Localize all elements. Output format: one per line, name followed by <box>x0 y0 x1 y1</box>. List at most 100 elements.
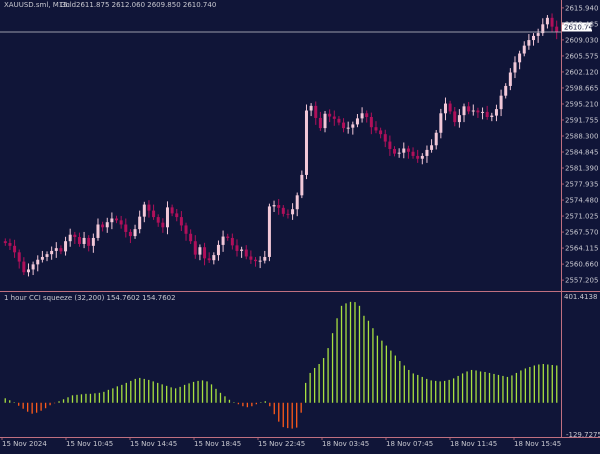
candle[interactable] <box>532 33 536 46</box>
candle[interactable] <box>230 233 234 250</box>
candle[interactable] <box>513 56 517 79</box>
candle[interactable] <box>374 121 378 134</box>
candle[interactable] <box>221 230 225 252</box>
candle[interactable] <box>481 107 485 120</box>
candle[interactable] <box>471 104 475 116</box>
candle[interactable] <box>40 250 44 263</box>
time-axis[interactable]: 15 Nov 2024 15 Nov 10:45 15 Nov 14:45 15 No… <box>1 437 561 448</box>
candle[interactable] <box>494 104 498 122</box>
candle[interactable] <box>142 201 146 223</box>
candle[interactable] <box>443 97 447 121</box>
candle[interactable] <box>337 116 341 126</box>
candle[interactable] <box>518 50 522 70</box>
candle[interactable] <box>138 210 142 234</box>
candle[interactable] <box>462 103 466 123</box>
candle[interactable] <box>402 142 406 159</box>
candle[interactable] <box>175 208 179 222</box>
candle[interactable] <box>184 222 188 241</box>
candle[interactable] <box>22 257 26 276</box>
candle[interactable] <box>393 146 397 157</box>
candle[interactable] <box>522 41 526 57</box>
candle[interactable] <box>235 239 239 257</box>
candle[interactable] <box>476 107 480 118</box>
candle[interactable] <box>36 255 40 272</box>
candle[interactable] <box>536 28 540 43</box>
candle[interactable] <box>189 229 193 244</box>
candle[interactable] <box>555 20 559 40</box>
candle[interactable] <box>527 34 531 50</box>
candle[interactable] <box>485 105 489 120</box>
candle[interactable] <box>277 199 281 215</box>
candle[interactable] <box>258 256 262 269</box>
candle[interactable] <box>411 147 415 159</box>
candle[interactable] <box>152 204 156 220</box>
candle[interactable] <box>165 201 169 235</box>
candle[interactable] <box>467 101 471 115</box>
candle[interactable] <box>91 233 95 253</box>
candle[interactable] <box>240 246 244 258</box>
candle[interactable] <box>351 121 355 135</box>
candle[interactable] <box>425 145 429 163</box>
candle[interactable] <box>110 212 114 230</box>
candle[interactable] <box>416 149 420 163</box>
candle[interactable] <box>207 252 211 263</box>
candle[interactable] <box>490 112 494 122</box>
candle[interactable] <box>504 83 508 99</box>
candle[interactable] <box>406 145 410 159</box>
candle[interactable] <box>45 251 49 262</box>
candle[interactable] <box>541 18 545 36</box>
candle[interactable] <box>332 110 336 126</box>
candle[interactable] <box>295 192 299 217</box>
candle[interactable] <box>388 135 392 156</box>
price-axis[interactable]: 2615.940 2612.485 2609.030 2605.575 2602.120… <box>561 4 598 285</box>
candle[interactable] <box>3 238 7 246</box>
candle[interactable] <box>73 231 77 244</box>
candle[interactable] <box>133 224 137 239</box>
candle[interactable] <box>254 256 258 267</box>
candle[interactable] <box>545 15 549 29</box>
candle[interactable] <box>31 261 35 276</box>
candle[interactable] <box>499 89 503 117</box>
candle[interactable] <box>124 218 128 238</box>
candle[interactable] <box>383 129 387 148</box>
candle[interactable] <box>328 109 332 123</box>
candle[interactable] <box>272 200 276 212</box>
candle[interactable] <box>212 252 216 265</box>
candle[interactable] <box>286 209 290 219</box>
candle[interactable] <box>439 108 443 139</box>
candle[interactable] <box>434 129 438 150</box>
candle[interactable] <box>267 203 271 262</box>
candle[interactable] <box>170 204 174 217</box>
candle[interactable] <box>314 101 318 125</box>
candle[interactable] <box>119 215 123 229</box>
candle[interactable] <box>448 100 452 115</box>
candle[interactable] <box>379 127 383 139</box>
candle[interactable] <box>309 103 313 117</box>
candle[interactable] <box>198 244 202 261</box>
candle[interactable] <box>128 229 132 244</box>
candle[interactable] <box>430 139 434 153</box>
candle[interactable] <box>77 232 81 247</box>
candle[interactable] <box>115 215 119 224</box>
candle[interactable] <box>87 235 91 252</box>
candle[interactable] <box>550 13 554 33</box>
candle[interactable] <box>8 238 12 250</box>
candle[interactable] <box>54 242 58 258</box>
candle[interactable] <box>360 107 364 123</box>
candle[interactable] <box>342 118 346 133</box>
candle[interactable] <box>96 218 100 241</box>
candle[interactable] <box>59 245 63 255</box>
candle[interactable] <box>397 148 401 158</box>
candle[interactable] <box>147 200 151 218</box>
candle[interactable] <box>193 235 197 259</box>
candle[interactable] <box>64 236 68 256</box>
candle[interactable] <box>291 203 295 220</box>
candle[interactable] <box>304 104 308 180</box>
candle[interactable] <box>369 112 373 135</box>
candle[interactable] <box>156 214 160 227</box>
candle[interactable] <box>13 239 17 258</box>
candle[interactable] <box>365 110 369 123</box>
candle[interactable] <box>161 218 165 233</box>
